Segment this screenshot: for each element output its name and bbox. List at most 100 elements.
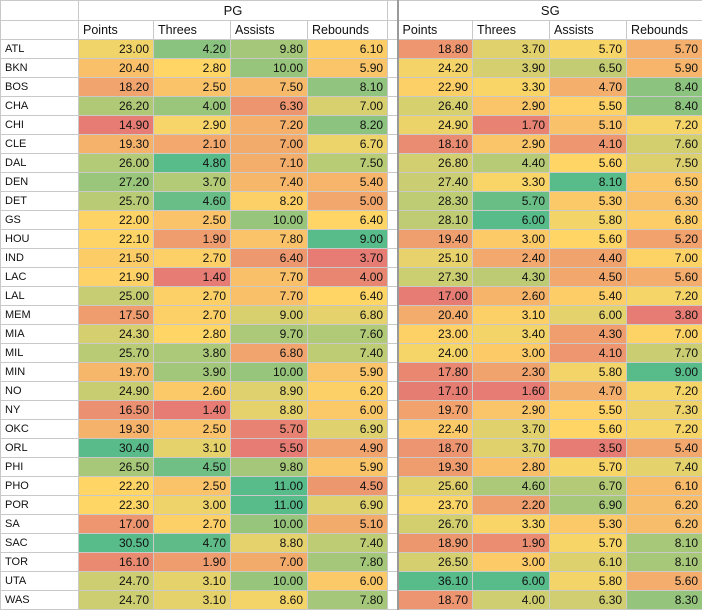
pg-threes-cell[interactable]: 3.00 bbox=[154, 496, 231, 515]
sg-threes-cell[interactable]: 2.40 bbox=[473, 249, 550, 268]
sg-assists-cell[interactable]: 5.80 bbox=[550, 572, 627, 591]
sg-rebounds-cell[interactable]: 5.90 bbox=[627, 59, 702, 78]
pg-assists-cell[interactable]: 5.70 bbox=[231, 420, 308, 439]
team-cell[interactable]: MIL bbox=[1, 344, 79, 363]
pg-threes-cell[interactable]: 2.70 bbox=[154, 515, 231, 534]
sg-threes-cell[interactable]: 2.90 bbox=[473, 401, 550, 420]
sg-points-cell[interactable]: 23.70 bbox=[398, 496, 473, 515]
corner-cell[interactable] bbox=[1, 1, 79, 21]
pg-assists-cell[interactable]: 6.30 bbox=[231, 97, 308, 116]
pg-threes-cell[interactable]: 2.70 bbox=[154, 249, 231, 268]
pg-threes-cell[interactable]: 2.50 bbox=[154, 420, 231, 439]
sg-points-cell[interactable]: 18.70 bbox=[398, 439, 473, 458]
sg-points-cell[interactable]: 18.10 bbox=[398, 135, 473, 154]
pg-rebounds-cell[interactable]: 4.00 bbox=[308, 268, 388, 287]
sg-points-cell[interactable]: 24.90 bbox=[398, 116, 473, 135]
pg-rebounds-cell[interactable]: 6.80 bbox=[308, 306, 388, 325]
pg-assists-cell[interactable]: 5.50 bbox=[231, 439, 308, 458]
sg-points-cell[interactable]: 24.00 bbox=[398, 344, 473, 363]
sg-assists-cell[interactable]: 4.50 bbox=[550, 268, 627, 287]
sg-rebounds-cell[interactable]: 8.10 bbox=[627, 534, 702, 553]
pg-points-cell[interactable]: 26.20 bbox=[79, 97, 154, 116]
sg-assists-cell[interactable]: 5.50 bbox=[550, 401, 627, 420]
sg-threes-cell[interactable]: 3.00 bbox=[473, 344, 550, 363]
sg-threes-cell[interactable]: 4.00 bbox=[473, 591, 550, 610]
sg-threes-cell[interactable]: 1.90 bbox=[473, 534, 550, 553]
sg-assists-cell[interactable]: 4.40 bbox=[550, 249, 627, 268]
sg-points-cell[interactable]: 22.90 bbox=[398, 78, 473, 97]
pg-points-cell[interactable]: 21.50 bbox=[79, 249, 154, 268]
team-cell[interactable]: LAL bbox=[1, 287, 79, 306]
sg-threes-cell[interactable]: 3.70 bbox=[473, 40, 550, 59]
pg-assists-cell[interactable]: 9.80 bbox=[231, 458, 308, 477]
sg-threes-cell[interactable]: 6.00 bbox=[473, 572, 550, 591]
sg-rebounds-cell[interactable]: 6.20 bbox=[627, 515, 702, 534]
team-cell[interactable]: WAS bbox=[1, 591, 79, 610]
pg-assists-cell[interactable]: 9.00 bbox=[231, 306, 308, 325]
sg-assists-cell[interactable]: 6.00 bbox=[550, 306, 627, 325]
sg-points-cell[interactable]: 36.10 bbox=[398, 572, 473, 591]
pg-threes-cell[interactable]: 4.50 bbox=[154, 458, 231, 477]
sg-points-cell[interactable]: 25.60 bbox=[398, 477, 473, 496]
pg-assists-cell[interactable]: 9.70 bbox=[231, 325, 308, 344]
sg-threes-cell[interactable]: 3.30 bbox=[473, 515, 550, 534]
pg-assists-cell[interactable]: 7.40 bbox=[231, 173, 308, 192]
team-cell[interactable]: HOU bbox=[1, 230, 79, 249]
sg-points-cell[interactable]: 26.40 bbox=[398, 97, 473, 116]
pg-assists-cell[interactable]: 7.00 bbox=[231, 553, 308, 572]
pg-threes-header[interactable]: Threes bbox=[154, 21, 231, 40]
pg-threes-cell[interactable]: 3.10 bbox=[154, 572, 231, 591]
team-cell[interactable]: DET bbox=[1, 192, 79, 211]
pg-assists-cell[interactable]: 10.00 bbox=[231, 211, 308, 230]
pg-points-cell[interactable]: 19.70 bbox=[79, 363, 154, 382]
team-cell[interactable]: ATL bbox=[1, 40, 79, 59]
sg-assists-cell[interactable]: 5.70 bbox=[550, 40, 627, 59]
pg-assists-cell[interactable]: 7.70 bbox=[231, 287, 308, 306]
team-cell[interactable]: MEM bbox=[1, 306, 79, 325]
sg-points-cell[interactable]: 18.70 bbox=[398, 591, 473, 610]
sg-assists-cell[interactable]: 5.80 bbox=[550, 363, 627, 382]
pg-assists-cell[interactable]: 8.80 bbox=[231, 534, 308, 553]
team-cell[interactable]: UTA bbox=[1, 572, 79, 591]
sg-threes-cell[interactable]: 3.70 bbox=[473, 439, 550, 458]
sg-points-cell[interactable]: 25.10 bbox=[398, 249, 473, 268]
sg-points-cell[interactable]: 27.30 bbox=[398, 268, 473, 287]
sg-threes-cell[interactable]: 2.60 bbox=[473, 287, 550, 306]
pg-rebounds-cell[interactable]: 7.40 bbox=[308, 344, 388, 363]
sg-threes-cell[interactable]: 3.70 bbox=[473, 420, 550, 439]
sg-rebounds-cell[interactable]: 7.70 bbox=[627, 344, 702, 363]
sg-rebounds-header[interactable]: Rebounds bbox=[627, 21, 702, 40]
pg-assists-cell[interactable]: 9.80 bbox=[231, 40, 308, 59]
sg-assists-cell[interactable]: 5.40 bbox=[550, 287, 627, 306]
sg-threes-cell[interactable]: 1.60 bbox=[473, 382, 550, 401]
team-cell[interactable]: PHO bbox=[1, 477, 79, 496]
pg-rebounds-cell[interactable]: 6.40 bbox=[308, 211, 388, 230]
sg-rebounds-cell[interactable]: 7.20 bbox=[627, 420, 702, 439]
sg-rebounds-cell[interactable]: 5.60 bbox=[627, 268, 702, 287]
pg-assists-cell[interactable]: 7.80 bbox=[231, 230, 308, 249]
pg-rebounds-cell[interactable]: 7.80 bbox=[308, 553, 388, 572]
sg-assists-cell[interactable]: 6.70 bbox=[550, 477, 627, 496]
pg-threes-cell[interactable]: 2.50 bbox=[154, 477, 231, 496]
sg-points-cell[interactable]: 26.70 bbox=[398, 515, 473, 534]
pg-points-cell[interactable]: 24.70 bbox=[79, 572, 154, 591]
sg-rebounds-cell[interactable]: 7.20 bbox=[627, 116, 702, 135]
sg-threes-cell[interactable]: 4.60 bbox=[473, 477, 550, 496]
pg-rebounds-cell[interactable]: 5.90 bbox=[308, 363, 388, 382]
pg-threes-cell[interactable]: 1.40 bbox=[154, 268, 231, 287]
pg-points-cell[interactable]: 21.90 bbox=[79, 268, 154, 287]
sg-rebounds-cell[interactable]: 7.20 bbox=[627, 287, 702, 306]
header-blank-cell[interactable] bbox=[1, 21, 79, 40]
team-cell[interactable]: CHI bbox=[1, 116, 79, 135]
pg-points-cell[interactable]: 26.00 bbox=[79, 154, 154, 173]
sg-rebounds-cell[interactable]: 8.10 bbox=[627, 553, 702, 572]
sg-points-cell[interactable]: 19.70 bbox=[398, 401, 473, 420]
team-cell[interactable]: MIN bbox=[1, 363, 79, 382]
pg-rebounds-cell[interactable]: 5.40 bbox=[308, 173, 388, 192]
sg-rebounds-cell[interactable]: 3.80 bbox=[627, 306, 702, 325]
sg-rebounds-cell[interactable]: 6.20 bbox=[627, 496, 702, 515]
pg-threes-cell[interactable]: 3.80 bbox=[154, 344, 231, 363]
sg-points-cell[interactable]: 18.80 bbox=[398, 40, 473, 59]
pg-rebounds-cell[interactable]: 6.90 bbox=[308, 496, 388, 515]
team-cell[interactable]: PHI bbox=[1, 458, 79, 477]
